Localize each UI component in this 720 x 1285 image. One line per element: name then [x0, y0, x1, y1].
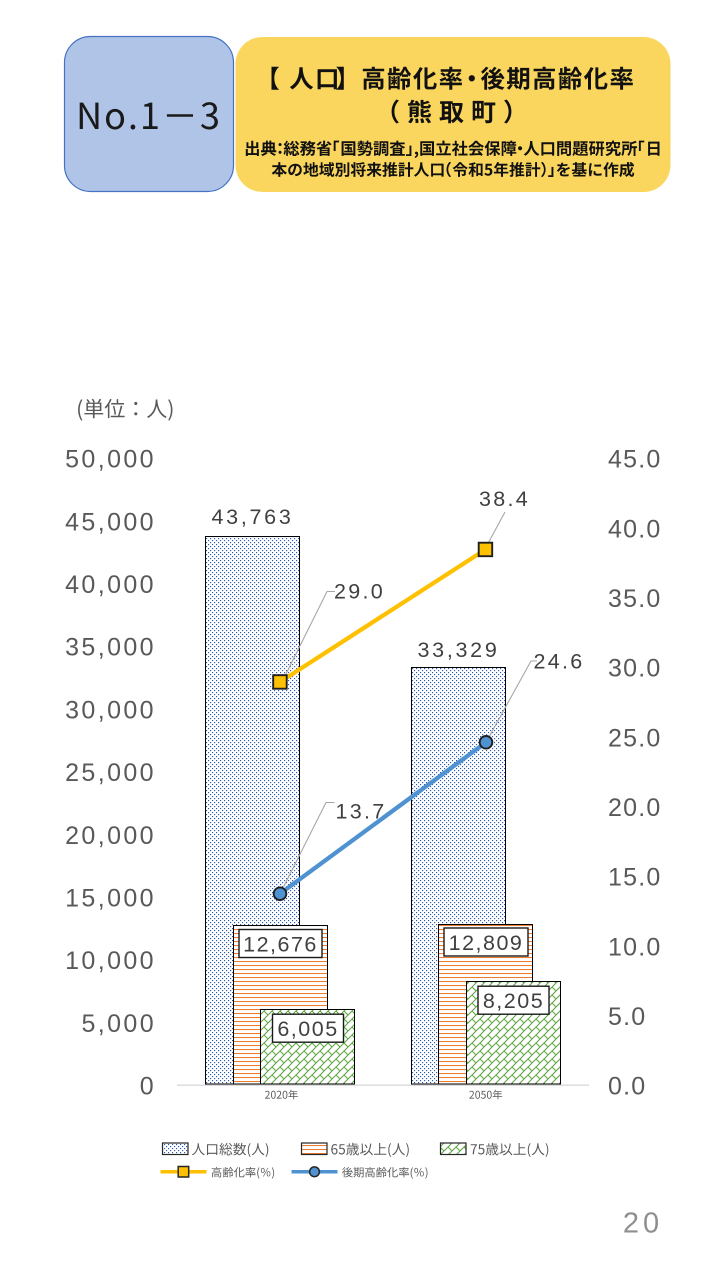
svg-text:30.0: 30.0 — [608, 655, 661, 683]
svg-text:35.0: 35.0 — [608, 585, 661, 613]
svg-text:13.7: 13.7 — [335, 799, 386, 823]
svg-text:35,000: 35,000 — [65, 634, 156, 662]
svg-text:20.0: 20.0 — [608, 794, 661, 822]
svg-text:40.0: 40.0 — [608, 515, 661, 543]
svg-text:30,000: 30,000 — [65, 696, 156, 724]
svg-text:20: 20 — [623, 1208, 663, 1240]
svg-text:38.4: 38.4 — [479, 487, 530, 511]
svg-text:8,205: 8,205 — [483, 989, 544, 1013]
svg-text:12,676: 12,676 — [243, 932, 318, 956]
svg-text:25,000: 25,000 — [65, 759, 156, 787]
svg-text:10.0: 10.0 — [608, 933, 661, 961]
svg-text:0.0: 0.0 — [608, 1073, 646, 1101]
svg-text:5,000: 5,000 — [81, 1010, 156, 1038]
svg-text:43,763: 43,763 — [212, 505, 294, 529]
svg-text:29.0: 29.0 — [334, 579, 385, 603]
svg-text:10,000: 10,000 — [65, 947, 156, 975]
svg-text:0: 0 — [140, 1073, 156, 1101]
svg-text:15.0: 15.0 — [608, 864, 661, 892]
svg-text:5.0: 5.0 — [608, 1003, 646, 1031]
svg-text:12,809: 12,809 — [449, 931, 524, 955]
svg-text:24.6: 24.6 — [533, 649, 584, 673]
svg-text:45,000: 45,000 — [65, 508, 156, 536]
svg-text:20,000: 20,000 — [65, 822, 156, 850]
svg-text:33,329: 33,329 — [418, 638, 500, 662]
svg-text:50,000: 50,000 — [65, 446, 156, 474]
svg-text:25.0: 25.0 — [608, 724, 661, 752]
svg-text:6,005: 6,005 — [277, 1017, 338, 1041]
svg-text:40,000: 40,000 — [65, 571, 156, 599]
svg-text:15,000: 15,000 — [65, 885, 156, 913]
svg-text:45.0: 45.0 — [608, 446, 661, 474]
